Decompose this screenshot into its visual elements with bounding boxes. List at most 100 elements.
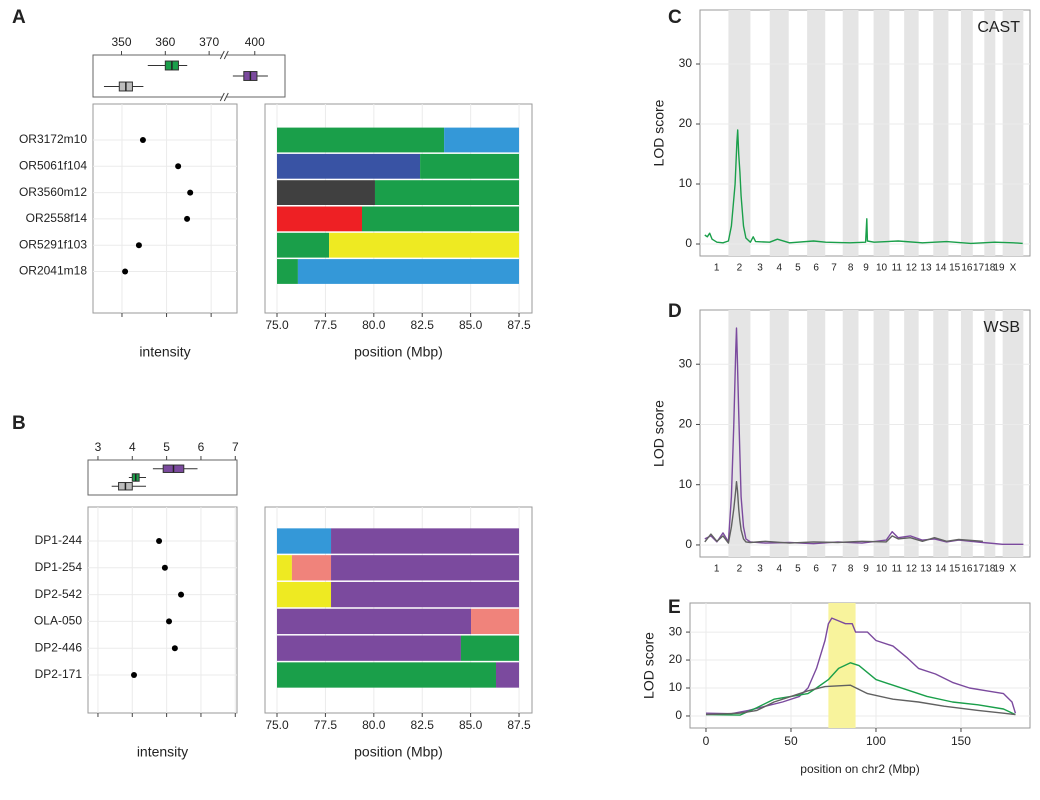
chromosome-label: 8 [848, 263, 854, 274]
x-axis-title: position on chr2 (Mbp) [800, 762, 919, 776]
chromosome-band [769, 310, 789, 557]
x-tick-label: 4 [129, 440, 136, 454]
y-tick-label: OLA-050 [34, 614, 82, 628]
y-axis-title: LOD score [651, 400, 667, 467]
y-tick-label: 10 [679, 176, 693, 190]
chromosome-label: 16 [961, 263, 973, 274]
chromosome-label: 14 [935, 564, 947, 575]
chromosome-band [984, 310, 996, 557]
x-axis-title: position (Mbp) [354, 744, 443, 760]
x-tick-label: 350 [111, 35, 131, 49]
axis-break [222, 53, 226, 99]
y-axis-title: LOD score [641, 632, 657, 699]
haplotype-segment [277, 232, 330, 258]
dot [178, 591, 185, 598]
x-tick-label: 5 [163, 440, 170, 454]
chromosome-band [904, 310, 919, 557]
panel-frame [92, 103, 238, 314]
haplotype-segment [277, 127, 445, 153]
chromosome-label: 10 [876, 263, 888, 274]
x-tick-label: 77.5 [314, 718, 338, 732]
x-tick-label: 100 [866, 734, 886, 748]
haplotype-segment [277, 206, 363, 232]
haplotype-segment [460, 635, 520, 661]
chromosome-band [873, 10, 890, 256]
lod-line [705, 617, 1017, 715]
y-axis-title: LOD score [651, 99, 667, 166]
strain-label: CAST [977, 19, 1020, 36]
chromosome-band [904, 10, 919, 256]
chromosome-label: 9 [863, 564, 869, 575]
chromosome-label: X [1010, 263, 1017, 274]
x-tick-label: 77.5 [314, 318, 338, 332]
chromosome-label: 3 [757, 263, 763, 274]
y-tick-label: 30 [669, 624, 683, 638]
chromosome-band [842, 310, 859, 557]
chromosome-label: 2 [737, 564, 743, 575]
chromosome-label: 7 [831, 263, 837, 274]
chromosome-label: 7 [831, 564, 837, 575]
x-tick-label: 0 [703, 734, 710, 748]
chromosome-band [1002, 10, 1024, 256]
break-mark [219, 50, 225, 60]
haplotype-segment [277, 581, 332, 608]
lod-line [704, 129, 1023, 245]
haplotype-segment [329, 232, 520, 258]
chromosome-band [933, 310, 949, 557]
y-tick-label: 20 [679, 417, 693, 431]
x-tick-label: 75.0 [265, 318, 289, 332]
y-tick-label: DP1-244 [35, 533, 83, 547]
panel-letter: C [668, 7, 682, 28]
lod-line [704, 481, 983, 544]
haplotype-segment [277, 180, 375, 205]
chromosome-label: 4 [776, 263, 782, 274]
x-tick-label: 87.5 [507, 318, 531, 332]
chromosome-band [807, 310, 826, 557]
haplotype-segment [444, 127, 520, 153]
dot [175, 163, 182, 170]
x-tick-label: 50 [784, 734, 798, 748]
panel-letter: D [668, 301, 682, 322]
x-tick-label: 85.0 [459, 318, 483, 332]
y-tick-label: OR2558f14 [26, 211, 88, 225]
x-axis-title: intensity [137, 744, 188, 760]
chromosome-band [960, 310, 973, 557]
y-tick-label: 30 [679, 356, 693, 370]
panel-frame [87, 506, 238, 714]
dot [122, 268, 129, 275]
haplotype-segment [297, 259, 520, 284]
x-tick-label: 85.0 [459, 718, 483, 732]
x-tick-label: 7 [232, 440, 239, 454]
chromosome-label: X [1010, 564, 1017, 575]
haplotype-segment [331, 581, 520, 608]
chromosome-label: 12 [906, 564, 918, 575]
panel-letter: B [12, 413, 26, 434]
chromosome-label: 5 [795, 263, 801, 274]
chromosome-label: 3 [757, 564, 763, 575]
panel-letter: A [12, 7, 26, 28]
haplotype-segment [420, 153, 520, 179]
chromosome-label: 14 [935, 263, 947, 274]
chromosome-label: 15 [949, 564, 961, 575]
break-mark [219, 92, 225, 102]
chromosome-band [1002, 310, 1024, 557]
chromosome-label: 11 [892, 263, 903, 274]
y-tick-label: OR3560m12 [19, 185, 87, 199]
haplotype-segment [374, 180, 520, 205]
chromosome-label: 8 [848, 564, 854, 575]
chromosome-band [933, 10, 949, 256]
chromosome-band [769, 10, 789, 256]
y-tick-label: 20 [679, 116, 693, 130]
chromosome-label: 19 [993, 564, 1005, 575]
chromosome-label: 18 [984, 564, 996, 575]
chromosome-band [984, 10, 996, 256]
chromosome-label: 13 [920, 263, 932, 274]
panel-letter: E [668, 597, 681, 618]
chromosome-label: 18 [984, 263, 996, 274]
x-tick-label: 3 [95, 440, 102, 454]
x-tick-label: 370 [199, 35, 219, 49]
chromosome-band [842, 10, 859, 256]
haplotype-segment [277, 528, 332, 554]
y-tick-label: DP2-171 [35, 667, 83, 681]
